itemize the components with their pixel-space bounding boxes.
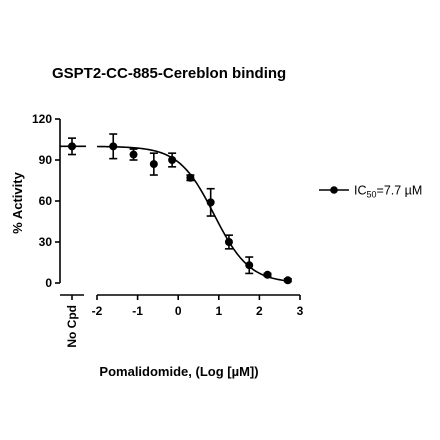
data-marks	[60, 133, 292, 285]
x-tick-label: 1	[215, 304, 222, 318]
y-tick-label: 0	[45, 276, 52, 290]
legend: IC50=7.7 µM	[319, 184, 422, 200]
data-point	[263, 270, 272, 279]
legend-suffix: =7.7 µM	[377, 184, 423, 198]
y-axis-label: % Activity	[10, 171, 25, 233]
x-tick-label: 3	[297, 304, 304, 318]
fit-curve	[96, 145, 290, 282]
legend-subscript: 50	[367, 190, 377, 200]
y-tick-label: 30	[39, 235, 53, 249]
x-tick-label: 2	[256, 304, 263, 318]
data-point	[283, 276, 292, 285]
y-tick-label: 90	[39, 153, 53, 167]
x-tick-label-control: No Cpd	[65, 305, 79, 348]
legend-entry: IC50=7.7 µM	[354, 184, 422, 200]
data-point	[129, 150, 138, 159]
control-point	[68, 142, 76, 151]
data-point	[224, 238, 233, 246]
x-tick-label: -2	[92, 304, 103, 318]
x-tick-label: -1	[132, 304, 143, 318]
chart-title: GSPT2-CC-885-Cereblon binding	[52, 65, 286, 82]
legend-prefix: IC	[354, 184, 367, 198]
legend-marker	[330, 186, 338, 194]
y-tick-label: 60	[39, 194, 53, 208]
data-point	[168, 156, 177, 164]
data-point	[186, 173, 195, 182]
axes: 0 30 60 90 120 No Cpd -2 -1 0 1 2 3	[32, 112, 304, 348]
data-point	[206, 198, 215, 207]
data-point	[245, 261, 254, 270]
y-tick-label: 120	[32, 112, 52, 126]
data-point	[109, 142, 118, 151]
x-axis-label: Pomalidomide, (Log [µM])	[99, 364, 258, 379]
data-point	[149, 160, 158, 169]
x-tick-label: 0	[175, 304, 182, 318]
